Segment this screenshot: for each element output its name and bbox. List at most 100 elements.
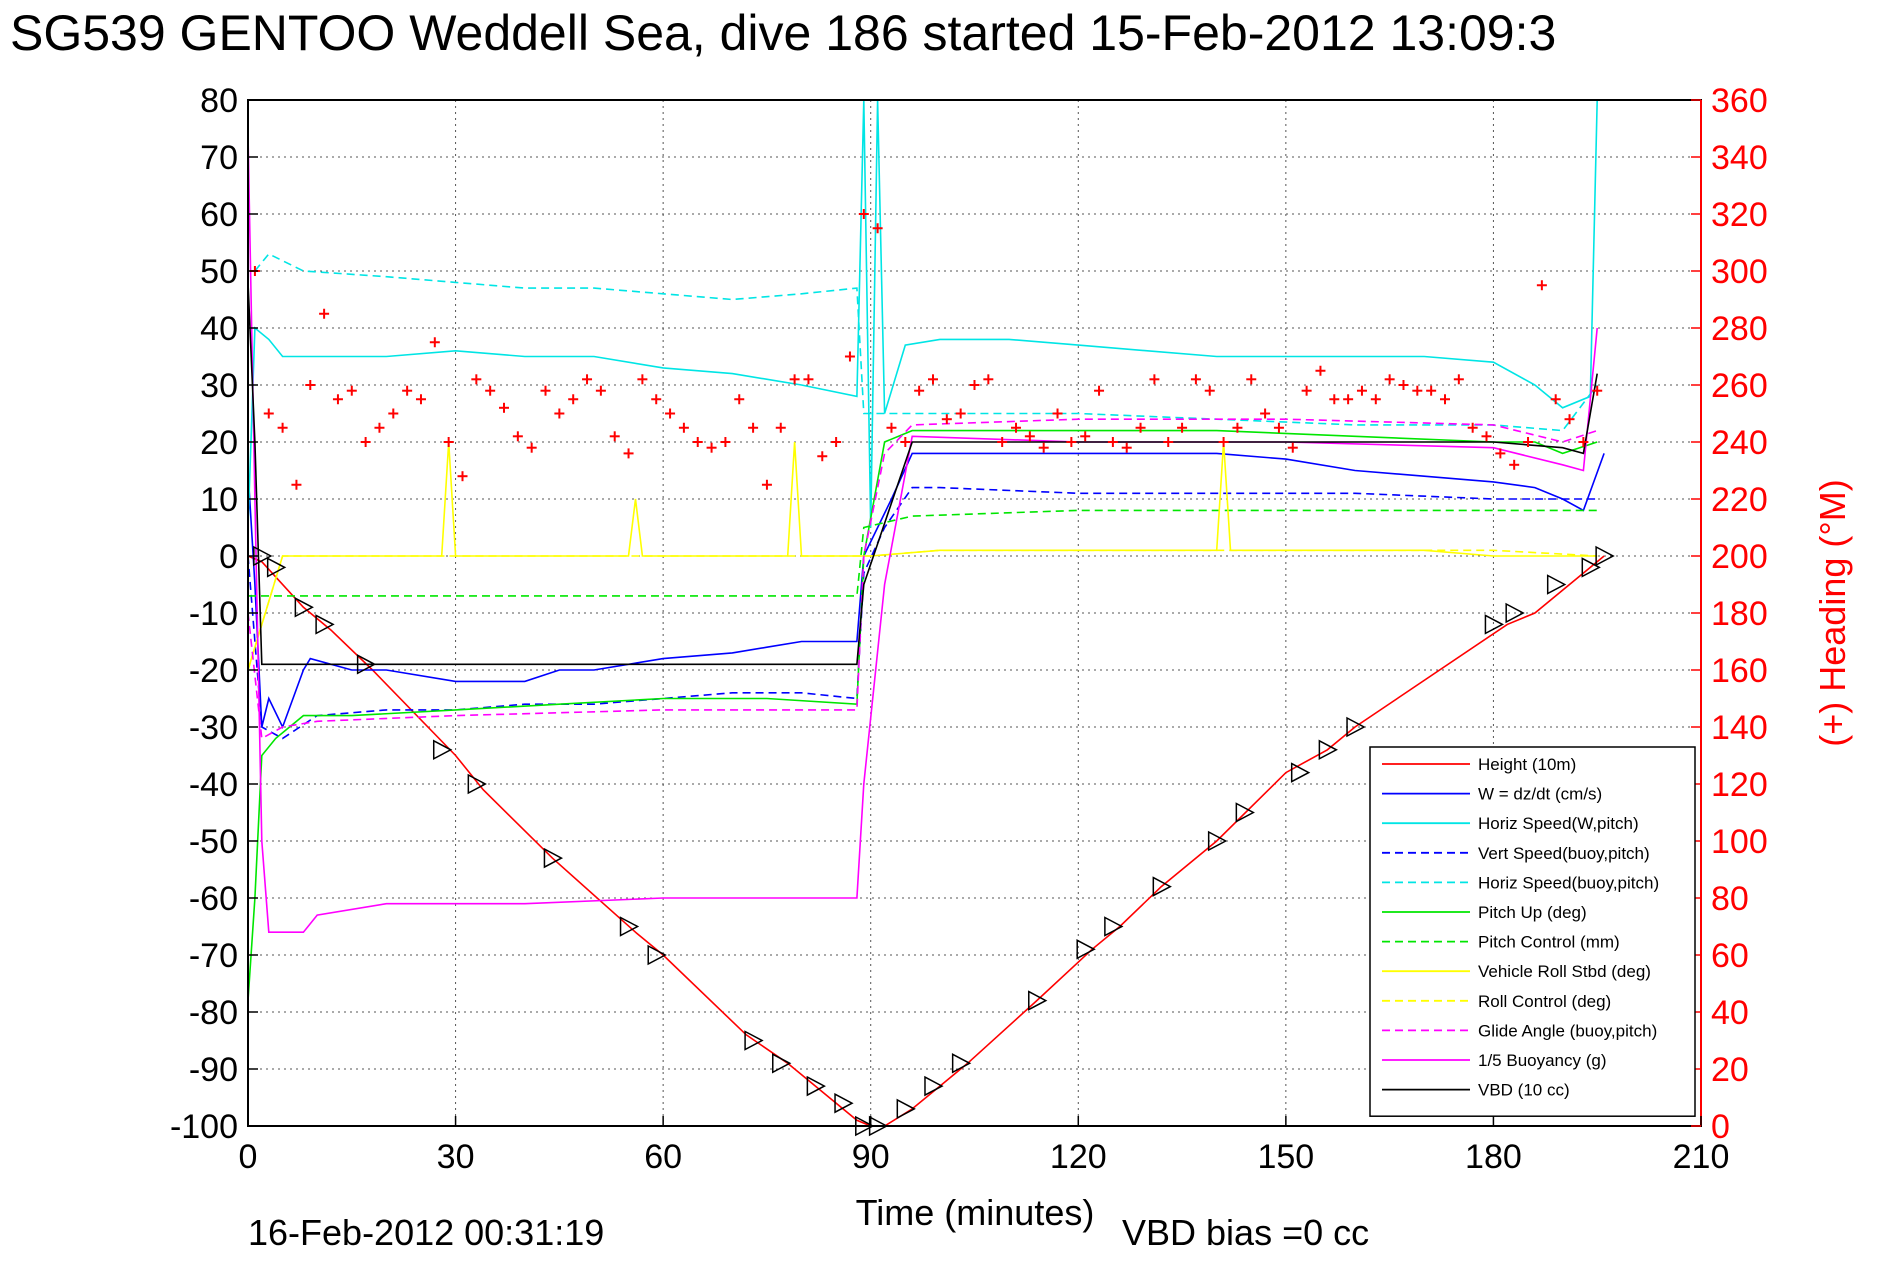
heading-marker [1536,280,1547,291]
heading-marker [886,422,897,433]
heading-marker [720,437,731,447]
height-markers [253,545,1615,1137]
series-line-8 [247,549,1598,671]
y-right-tick-label: 320 [1711,196,1768,234]
height-marker [896,1098,916,1120]
heading-marker [1149,374,1160,385]
heading-marker [485,385,496,396]
y-right-tick-label: 140 [1711,709,1768,747]
heading-marker [1273,422,1284,433]
heading-marker [1523,437,1534,447]
heading-marker [997,437,1008,447]
heading-marker [789,374,800,385]
x-tick-label: 180 [1465,1138,1522,1176]
y-right-tick-label: 20 [1711,1051,1749,1089]
heading-marker [1287,442,1298,453]
y-right-tick-label: 200 [1711,538,1768,576]
heading-marker [706,442,717,453]
heading-marker [1177,422,1188,433]
heading-marker [969,380,980,390]
height-marker [1207,830,1228,852]
heading-marker [388,408,399,419]
heading-marker [277,422,288,433]
heading-marker [526,442,537,453]
height-marker [432,739,453,761]
series-line-10 [247,134,1598,934]
y-right-tick-label: 300 [1711,253,1768,291]
legend-label: 1/5 Buoyancy (g) [1478,1051,1607,1070]
height-marker [1484,614,1505,635]
y-tick-label: 70 [200,139,238,177]
y-tick-label: -80 [189,994,238,1032]
legend-label: Pitch Control (mm) [1478,933,1620,952]
footer-vbd-bias: VBD bias =0 cc [1122,1212,1369,1253]
heading-marker [499,402,510,413]
x-tick-label: 210 [1673,1138,1730,1176]
heading-marker [291,479,302,490]
y-right-tick-label: 260 [1711,367,1768,405]
height-marker [619,916,640,937]
heading-marker [858,209,869,219]
y-right-tick-label: 40 [1711,994,1749,1032]
height-marker [951,1053,972,1074]
height-marker [924,1075,944,1097]
heading-marker [1384,374,1395,385]
heading-marker [582,374,593,385]
y-tick-label: 10 [200,481,238,519]
height-marker [266,557,287,578]
height-marker [1318,739,1338,761]
heading-marker [734,394,745,405]
height-marker [467,773,487,795]
heading-marker [900,437,911,447]
heading-marker [1204,385,1215,396]
heading-marker [678,422,689,433]
heading-marker [1343,394,1354,405]
heading-marker [568,394,579,405]
legend: Height (10m) W = dz/dt (cm/s) Horiz Speed(… [1369,746,1696,1117]
heading-marker [1190,374,1201,385]
heading-marker [319,308,330,319]
heading-marker [748,422,759,433]
y-tick-label: -30 [189,709,238,747]
series-line-11 [247,282,1598,666]
y-right-tick-label: 100 [1711,823,1768,861]
heading-marker [941,414,952,425]
heading-marker [374,422,385,433]
y-tick-label: 50 [200,253,238,291]
heading-marker [1550,394,1561,405]
heading-marker [609,431,620,442]
chart-title: SG539 GENTOO Weddell Sea, dive 186 start… [10,5,1556,61]
y-axis-label-right: (+) Heading (°M) [1812,479,1853,746]
heading-marker [1412,385,1423,396]
y-ticks: 80 70 60 50 40 30 20 10 0 -10 -20 -30 -40 -50 -60 -70 -8… [170,82,258,1146]
heading-marker [360,437,371,447]
y-tick-label: -90 [189,1051,238,1089]
heading-marker [1301,385,1312,396]
heading-marker [1453,374,1464,385]
heading-marker [983,374,994,385]
heading-marker [429,337,440,348]
heading-marker [623,448,634,459]
heading-marker [844,351,855,362]
x-tick-label: 90 [852,1138,890,1176]
y-ticks-right: 3603403203002802602402202001801601401201… [1691,82,1768,1146]
y-right-tick-label: 280 [1711,310,1768,348]
heading-marker [346,385,357,396]
y-right-tick-label: 220 [1711,481,1768,519]
series-line-1 [247,452,1605,730]
heading-marker [1094,385,1105,396]
y-tick-label: 80 [200,82,238,120]
x-ticks: 0 30 60 90 120 150 180 210 [239,1116,1730,1176]
x-tick-label: 120 [1050,1138,1107,1176]
height-marker [1505,602,1525,624]
x-tick-label: 150 [1257,1138,1314,1176]
y-tick-label: -40 [189,766,238,804]
legend-label: Vert Speed(buoy,pitch) [1478,844,1650,863]
y-tick-label: 30 [200,367,238,405]
height-marker [744,1030,764,1051]
height-marker [1104,916,1124,937]
x-axis-label: Time (minutes) [856,1192,1095,1233]
heading-marker [1509,459,1520,470]
y-right-tick-label: 60 [1711,937,1749,975]
